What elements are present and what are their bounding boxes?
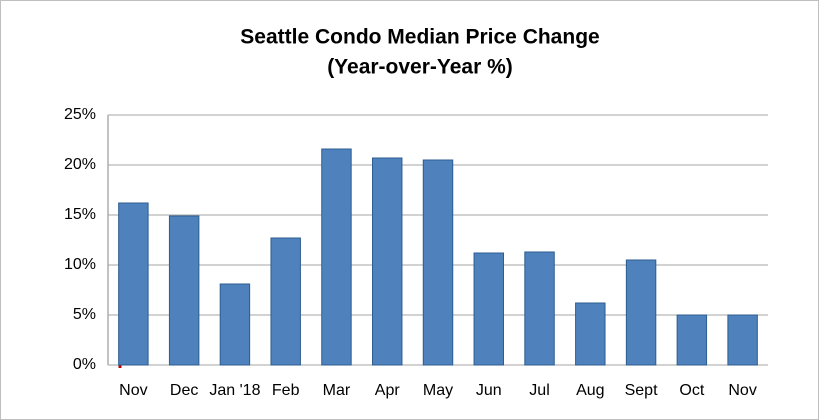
y-tick-label: 10% <box>64 256 96 273</box>
bar <box>168 215 200 366</box>
x-tick-label: Mar <box>323 382 351 399</box>
y-tick-label: 20% <box>64 156 96 173</box>
bar <box>270 237 301 366</box>
bar <box>372 157 403 366</box>
y-tick-label: 5% <box>73 306 96 323</box>
bar <box>118 202 149 366</box>
x-tick-label: Jun <box>476 382 502 399</box>
x-tick-label: Feb <box>272 382 300 399</box>
bar <box>676 314 708 366</box>
x-tick-label: Nov <box>119 382 147 399</box>
x-tick-label: Dec <box>170 382 198 399</box>
x-tick-label: Nov <box>728 382 756 399</box>
y-tick-label: 15% <box>64 206 96 223</box>
bar <box>727 314 758 366</box>
bar <box>524 251 555 366</box>
x-tick-label: Oct <box>679 382 704 399</box>
bar <box>422 159 454 366</box>
bar <box>575 302 606 366</box>
x-tick-label: Sept <box>625 382 658 399</box>
x-tick-label: Aug <box>576 382 604 399</box>
bar <box>625 259 657 366</box>
x-tick-label: Jan '18 <box>209 382 260 399</box>
bar <box>473 252 504 366</box>
bar <box>219 283 251 366</box>
chart-subtitle: (Year-over-Year %) <box>327 56 513 79</box>
x-tick-label: May <box>423 382 453 399</box>
y-tick-label: 0% <box>73 356 96 373</box>
chart-title: Seattle Condo Median Price Change <box>240 26 599 49</box>
bar <box>321 148 352 366</box>
y-tick-label: 25% <box>64 106 96 123</box>
x-tick-label: Jul <box>529 382 549 399</box>
x-tick-label: Apr <box>375 382 401 399</box>
